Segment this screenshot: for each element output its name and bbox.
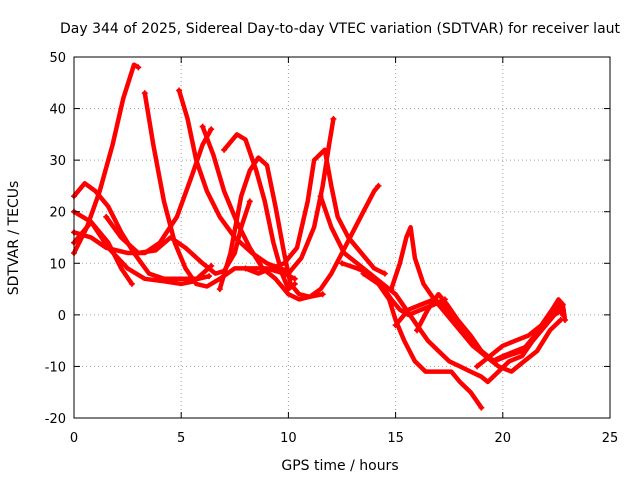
data-point-marker bbox=[242, 265, 249, 272]
y-tick-label: 20 bbox=[49, 206, 66, 221]
x-tick-label: 10 bbox=[280, 431, 297, 446]
y-axis-label: SDTVAR / TECUs bbox=[6, 181, 22, 296]
data-point-marker bbox=[381, 270, 388, 277]
series-arc-9 bbox=[103, 199, 253, 276]
data-point-marker bbox=[291, 275, 298, 282]
plot-frame bbox=[73, 56, 611, 419]
data-point-marker bbox=[339, 260, 345, 267]
series-arc-20 bbox=[474, 297, 568, 369]
y-tick-label: -20 bbox=[45, 412, 66, 427]
chart-title: Day 344 of 2025, Sidereal Day-to-day VTE… bbox=[60, 21, 621, 37]
y-tick-label: 50 bbox=[49, 51, 66, 66]
data-point-marker bbox=[319, 291, 326, 298]
x-tick-label: 15 bbox=[387, 431, 404, 446]
data-point-marker bbox=[128, 280, 135, 287]
x-tick-label: 5 bbox=[177, 431, 185, 446]
grid bbox=[74, 57, 610, 418]
x-axis-label: GPS time / hours bbox=[281, 458, 398, 474]
y-tick-label: 30 bbox=[49, 154, 66, 169]
data-point-marker bbox=[414, 327, 421, 334]
data-point-marker bbox=[103, 213, 110, 220]
data-point-marker bbox=[206, 273, 213, 280]
data-point-marker bbox=[330, 115, 337, 122]
data-point-marker bbox=[317, 193, 324, 200]
series-arc-4 bbox=[71, 209, 214, 287]
y-axis-ticks: -20 -10 0 10 20 30 40 50 bbox=[45, 51, 610, 427]
series-arc-12 bbox=[243, 147, 388, 276]
series-arc-13 bbox=[286, 116, 336, 276]
data-point-marker bbox=[474, 363, 481, 370]
data-point-marker bbox=[375, 182, 382, 189]
data-point-marker bbox=[208, 126, 215, 133]
series-arc-11 bbox=[217, 155, 325, 300]
y-tick-label: 0 bbox=[58, 309, 66, 324]
data-point-marker bbox=[246, 198, 253, 205]
x-tick-label: 25 bbox=[602, 431, 619, 446]
x-tick-label: 0 bbox=[70, 431, 78, 446]
x-axis-ticks: 0 5 10 15 20 25 bbox=[70, 57, 618, 446]
data-point-marker bbox=[199, 123, 206, 130]
data-point-marker bbox=[388, 286, 395, 293]
y-tick-label: 40 bbox=[49, 103, 66, 118]
y-tick-label: 10 bbox=[49, 257, 66, 272]
data-point-marker bbox=[176, 87, 183, 94]
data-point-marker bbox=[221, 146, 228, 153]
data-point-marker bbox=[392, 322, 399, 329]
series-arc-8 bbox=[200, 124, 381, 302]
series-arc-1 bbox=[71, 62, 141, 256]
series-arc-15 bbox=[361, 271, 484, 410]
data-point-marker bbox=[561, 317, 568, 324]
data-point-marker bbox=[285, 270, 292, 277]
series-arc-2 bbox=[71, 219, 135, 287]
y-tick-label: -10 bbox=[45, 360, 66, 375]
data-point-marker bbox=[478, 404, 485, 411]
data-point-marker bbox=[135, 64, 142, 71]
series-arc-10 bbox=[221, 132, 298, 292]
data-point-marker bbox=[141, 90, 148, 97]
x-tick-label: 20 bbox=[495, 431, 512, 446]
series-arc-3 bbox=[71, 181, 212, 282]
plot-area bbox=[71, 62, 568, 411]
data-point-marker bbox=[216, 286, 223, 293]
